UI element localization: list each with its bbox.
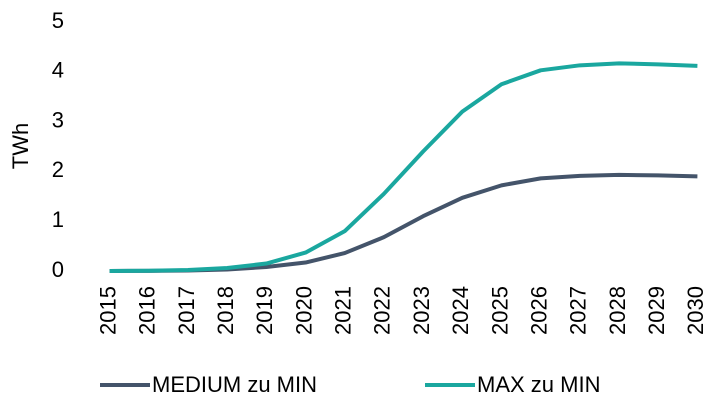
- y-tick-label: 2: [52, 157, 64, 182]
- x-tick-label: 2016: [135, 286, 160, 335]
- x-tick-label: 2024: [448, 286, 473, 335]
- x-tick-label: 2018: [213, 286, 238, 335]
- line-series: [109, 61, 698, 273]
- x-tick-label: 2022: [370, 286, 395, 335]
- legend-label: MEDIUM zu MIN: [152, 372, 317, 397]
- y-tick-label: 5: [52, 8, 64, 33]
- x-tick-label: 2026: [526, 286, 551, 335]
- x-tick-label: 2027: [566, 286, 591, 335]
- y-tick-label: 4: [52, 58, 64, 83]
- x-tick-label: 2029: [644, 286, 669, 335]
- legend-label: MAX zu MIN: [477, 372, 600, 397]
- x-tick-label: 2030: [683, 286, 708, 335]
- x-tick-label: 2021: [331, 286, 356, 335]
- y-tick-label: 0: [52, 257, 64, 282]
- y-tick-label: 3: [52, 107, 64, 132]
- x-tick-label: 2023: [409, 286, 434, 335]
- x-tick-label: 2025: [487, 286, 512, 335]
- line-series: [109, 172, 698, 273]
- x-tick-label: 2019: [252, 286, 277, 335]
- x-tick-label: 2017: [174, 286, 199, 335]
- y-axis-label: TWh: [8, 123, 33, 169]
- y-tick-label: 1: [52, 207, 64, 232]
- x-tick-label: 2020: [291, 286, 316, 335]
- x-tick-label: 2015: [95, 286, 120, 335]
- x-tick-label: 2028: [605, 286, 630, 335]
